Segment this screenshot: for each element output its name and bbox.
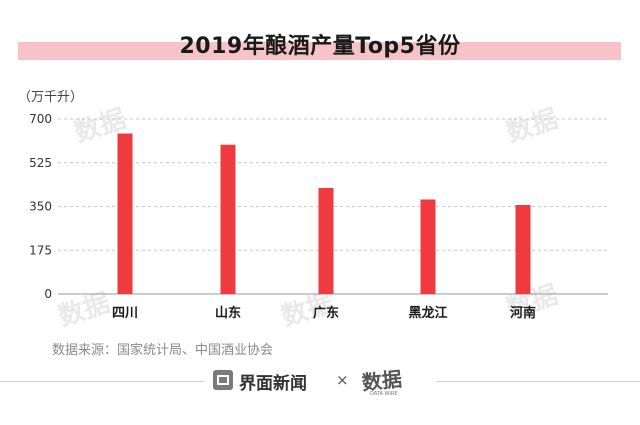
- unit-label: （万千升）: [18, 90, 84, 105]
- chart-title: 2019年酿酒产量Top5省份: [179, 34, 461, 59]
- data-source: 数据来源：国家统计局、中国酒业协会: [52, 343, 274, 358]
- y-tick-label: 350: [29, 200, 52, 214]
- bar: [220, 144, 236, 294]
- y-tick-label: 525: [29, 156, 52, 170]
- brand-name: 界面新闻: [239, 374, 307, 394]
- bar: [420, 199, 436, 294]
- bar: [117, 133, 133, 294]
- y-tick-label: 0: [44, 287, 52, 301]
- svg-text:DATA WIRE: DATA WIRE: [370, 391, 398, 397]
- x-category-label: 广东: [313, 305, 339, 321]
- data-wire-logo: 数据 DATA WIRE: [361, 367, 403, 397]
- x-category-label: 山东: [215, 305, 241, 321]
- bar: [515, 205, 531, 294]
- svg-text:数据: 数据: [503, 104, 562, 149]
- title-band: [18, 42, 621, 60]
- bar: [318, 188, 334, 294]
- footer-divider-right: [436, 381, 640, 382]
- separator: ×: [336, 371, 349, 389]
- footer: 界面新闻 × 数据 DATA WIRE: [0, 365, 640, 397]
- svg-text:数据: 数据: [55, 288, 114, 333]
- jiemian-logo-icon: [213, 370, 233, 390]
- y-tick-label: 175: [29, 243, 52, 257]
- x-category-label: 河南: [510, 305, 536, 321]
- footer-divider-left: [0, 381, 205, 382]
- x-category-label: 四川: [112, 306, 138, 321]
- svg-text:数据: 数据: [361, 367, 403, 395]
- x-category-label: 黑龙江: [408, 305, 447, 321]
- y-tick-label: 700: [29, 112, 52, 126]
